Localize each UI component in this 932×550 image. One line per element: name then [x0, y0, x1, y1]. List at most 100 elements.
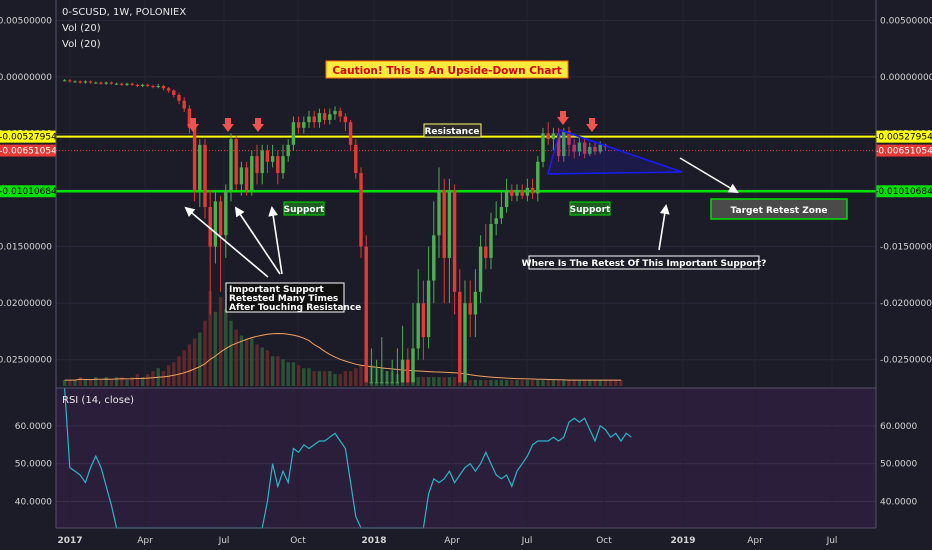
volume-bar	[88, 380, 93, 386]
volume-bar	[203, 320, 207, 386]
important-support-line-1: Important Support	[229, 285, 324, 295]
price-labels: -0.00527954 -0.00527954 -0.00651054 -0.0065…	[0, 130, 932, 198]
candle-body	[463, 303, 467, 383]
candle-body	[510, 190, 514, 196]
candle-body	[291, 122, 296, 145]
candle-body	[224, 190, 228, 236]
volume-bar	[322, 371, 327, 386]
volume-bar	[593, 380, 597, 386]
volume-bar	[510, 380, 514, 386]
price-tick-label-left: -0.02500000	[0, 356, 52, 366]
candle-body	[244, 167, 249, 191]
time-tick-label: 2017	[57, 536, 82, 546]
volume-bar	[328, 371, 332, 386]
volume-bar	[359, 365, 363, 386]
candle-body	[452, 190, 457, 292]
candle-body	[166, 88, 171, 91]
candle-body	[562, 131, 566, 157]
volume-bar	[478, 380, 483, 386]
candle-body	[276, 156, 280, 174]
candle-body	[437, 190, 441, 236]
candle-body	[515, 190, 519, 196]
target-retest-zone-box	[710, 198, 848, 220]
volume-bar	[265, 350, 270, 386]
price-label-left-box-resistance	[0, 130, 56, 143]
volume-bar	[421, 377, 426, 386]
price-tick-label-right: -0.01500000	[880, 243, 932, 253]
volume-bar	[614, 380, 618, 386]
down-arrow-marker-5	[586, 124, 598, 132]
down-arrow-marker-1-stem	[190, 118, 196, 125]
down-arrow-marker-5-stem	[589, 118, 595, 125]
volume-bar	[68, 380, 72, 386]
down-arrow-marker-3	[252, 124, 264, 132]
rsi-tick-label-left: 40.0000	[15, 498, 52, 508]
volume-bar	[619, 380, 623, 386]
volume-bar	[588, 380, 592, 386]
price-tick-label-right: -0.02000000	[880, 299, 932, 309]
volume-bar	[114, 377, 119, 386]
price-label-right-support: -0.01010684	[875, 187, 932, 197]
volume-bar	[192, 338, 197, 386]
candle-body	[302, 122, 306, 128]
volume-bar	[338, 374, 342, 386]
volume-bar	[317, 371, 322, 386]
candle-body	[530, 187, 535, 194]
rsi-title: RSI (14, close)	[62, 395, 134, 406]
time-tick-label: Apr	[747, 536, 763, 546]
price-label-right-box-current	[876, 144, 932, 157]
volume-bar	[224, 308, 228, 386]
candle-body	[328, 114, 332, 120]
candle-body	[364, 246, 368, 383]
volume-bar	[229, 320, 233, 386]
volume-bar	[572, 380, 576, 386]
time-tick-label: Jul	[521, 536, 533, 546]
candle-body	[473, 291, 478, 315]
support-label-left-box	[283, 201, 325, 216]
candle-body	[94, 82, 98, 84]
candle-body	[229, 139, 233, 191]
candle-body	[109, 82, 114, 84]
volume-bar	[120, 377, 124, 386]
rsi-axis-left-bg	[0, 388, 56, 528]
volume-bar	[536, 380, 540, 386]
price-label-right-current: -0.00651054	[875, 147, 932, 157]
volume-bar	[172, 362, 176, 386]
volume-bar	[562, 380, 566, 386]
volume-bar	[260, 347, 264, 386]
time-tick-label: Apr	[444, 536, 460, 546]
candle-body	[343, 116, 348, 123]
volume-bar	[525, 380, 530, 386]
candle-body	[354, 144, 358, 174]
candle-body	[369, 382, 374, 384]
candle-body	[421, 303, 426, 338]
volume-bar	[494, 380, 498, 386]
candle-body	[432, 235, 436, 281]
candle-body	[88, 81, 93, 83]
candle-body	[161, 85, 166, 89]
time-tick-label: Oct	[290, 536, 306, 546]
candle-body	[322, 113, 327, 120]
important-support-line-2: Retested Many Times	[229, 294, 338, 304]
indicator-label-2: Vol (20)	[62, 39, 101, 50]
candle-body	[406, 359, 410, 383]
candle-body	[572, 144, 576, 152]
candle-body	[182, 100, 186, 109]
candle-body	[494, 218, 498, 224]
volume-bar	[99, 380, 103, 386]
price-label-left-support: -0.01010684	[0, 187, 57, 197]
volume-bar	[608, 380, 613, 386]
candle-body	[234, 139, 238, 185]
candle-body	[239, 167, 244, 185]
candle-body	[140, 84, 145, 86]
candle-body	[62, 80, 67, 82]
price-label-right-box-resistance	[876, 130, 932, 143]
retest-question-box	[528, 255, 760, 270]
volume-bar	[78, 377, 82, 386]
rsi-tick-label-right: 50.0000	[880, 460, 917, 470]
support-label-right: Support	[570, 205, 611, 215]
arrow-to-target	[679, 157, 739, 194]
rsi-tick-label-left: 50.0000	[15, 460, 52, 470]
volume-bar	[62, 380, 67, 386]
